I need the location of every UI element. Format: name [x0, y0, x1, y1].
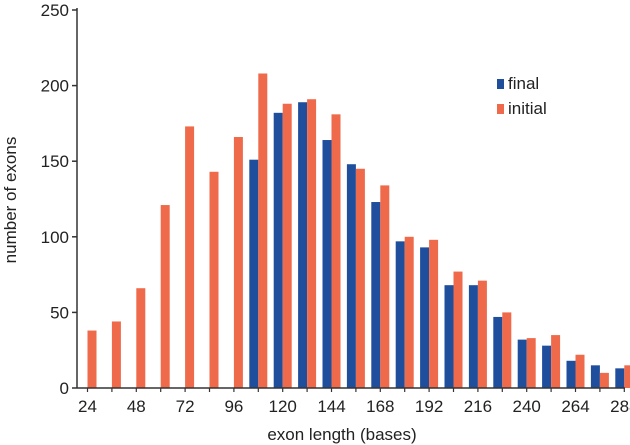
bar-initial-252: [551, 335, 561, 388]
x-tick-label: 72: [176, 397, 195, 416]
bar-initial-132: [307, 99, 317, 389]
bar-initial-60: [160, 205, 170, 388]
bar-initial-228: [502, 312, 512, 388]
x-tick-label: 120: [269, 397, 297, 416]
x-tick-label: 264: [561, 397, 589, 416]
bar-final-204: [444, 285, 454, 388]
x-tick-label: 24: [78, 397, 97, 416]
bar-initial-72: [185, 126, 195, 389]
y-tick-label: 200: [41, 77, 69, 96]
legend-label-final: final: [508, 74, 539, 93]
x-tick-label: 168: [366, 397, 394, 416]
x-tick-label: 48: [127, 397, 146, 416]
bar-final-288: [615, 368, 625, 388]
bar-initial-180: [404, 236, 414, 388]
bar-final-120: [273, 112, 283, 388]
y-axis-title: number of exons: [1, 137, 20, 264]
x-tick-label: 288: [610, 397, 630, 416]
y-tick-label: 50: [50, 303, 69, 322]
bars-group: [87, 73, 630, 389]
legend-swatch-final: [497, 79, 504, 89]
bar-initial-84: [209, 171, 219, 388]
x-tick-label: 192: [415, 397, 443, 416]
bar-final-144: [322, 140, 332, 388]
bar-final-156: [346, 164, 356, 388]
bar-initial-192: [429, 239, 439, 388]
bar-final-192: [420, 247, 430, 388]
bar-initial-264: [575, 354, 585, 388]
bar-final-108: [249, 159, 259, 388]
bar-initial-108: [258, 73, 268, 388]
x-tick-label: 144: [317, 397, 345, 416]
bar-initial-276: [599, 372, 609, 388]
x-tick-label: 96: [224, 397, 243, 416]
bar-final-240: [517, 339, 527, 388]
bar-initial-24: [87, 330, 97, 388]
bar-initial-120: [282, 103, 292, 389]
bar-initial-156: [355, 168, 365, 388]
bar-initial-48: [136, 288, 146, 388]
bar-final-132: [298, 102, 308, 388]
bar-final-180: [395, 241, 405, 388]
legend: final initial: [497, 74, 547, 118]
legend-swatch-initial: [497, 104, 504, 114]
bar-initial-204: [453, 271, 463, 388]
y-tick-label: 100: [41, 228, 69, 247]
axes-group: 0 50 100 150 200 250 24 48 72 96 120 144 168 192 216 24…: [41, 1, 630, 416]
bar-initial-96: [233, 137, 243, 388]
bar-initial-216: [477, 280, 487, 388]
bar-initial-288: [624, 365, 630, 388]
bar-final-276: [590, 365, 600, 388]
bar-initial-36: [111, 321, 121, 388]
y-tick-label: 150: [41, 152, 69, 171]
bar-initial-168: [380, 185, 390, 388]
bar-final-252: [542, 345, 552, 388]
bar-final-168: [371, 202, 381, 388]
legend-label-initial: initial: [508, 99, 547, 118]
y-tick-label: 0: [60, 379, 69, 398]
y-tick-label: 250: [41, 1, 69, 20]
x-tick-label: 216: [464, 397, 492, 416]
bar-final-228: [493, 316, 503, 388]
bar-final-264: [566, 360, 576, 388]
bar-final-216: [468, 285, 478, 388]
bar-initial-144: [331, 114, 341, 388]
x-tick-label: 240: [513, 397, 541, 416]
bar-initial-240: [526, 338, 536, 388]
x-axis-title: exon length (bases): [267, 425, 416, 444]
